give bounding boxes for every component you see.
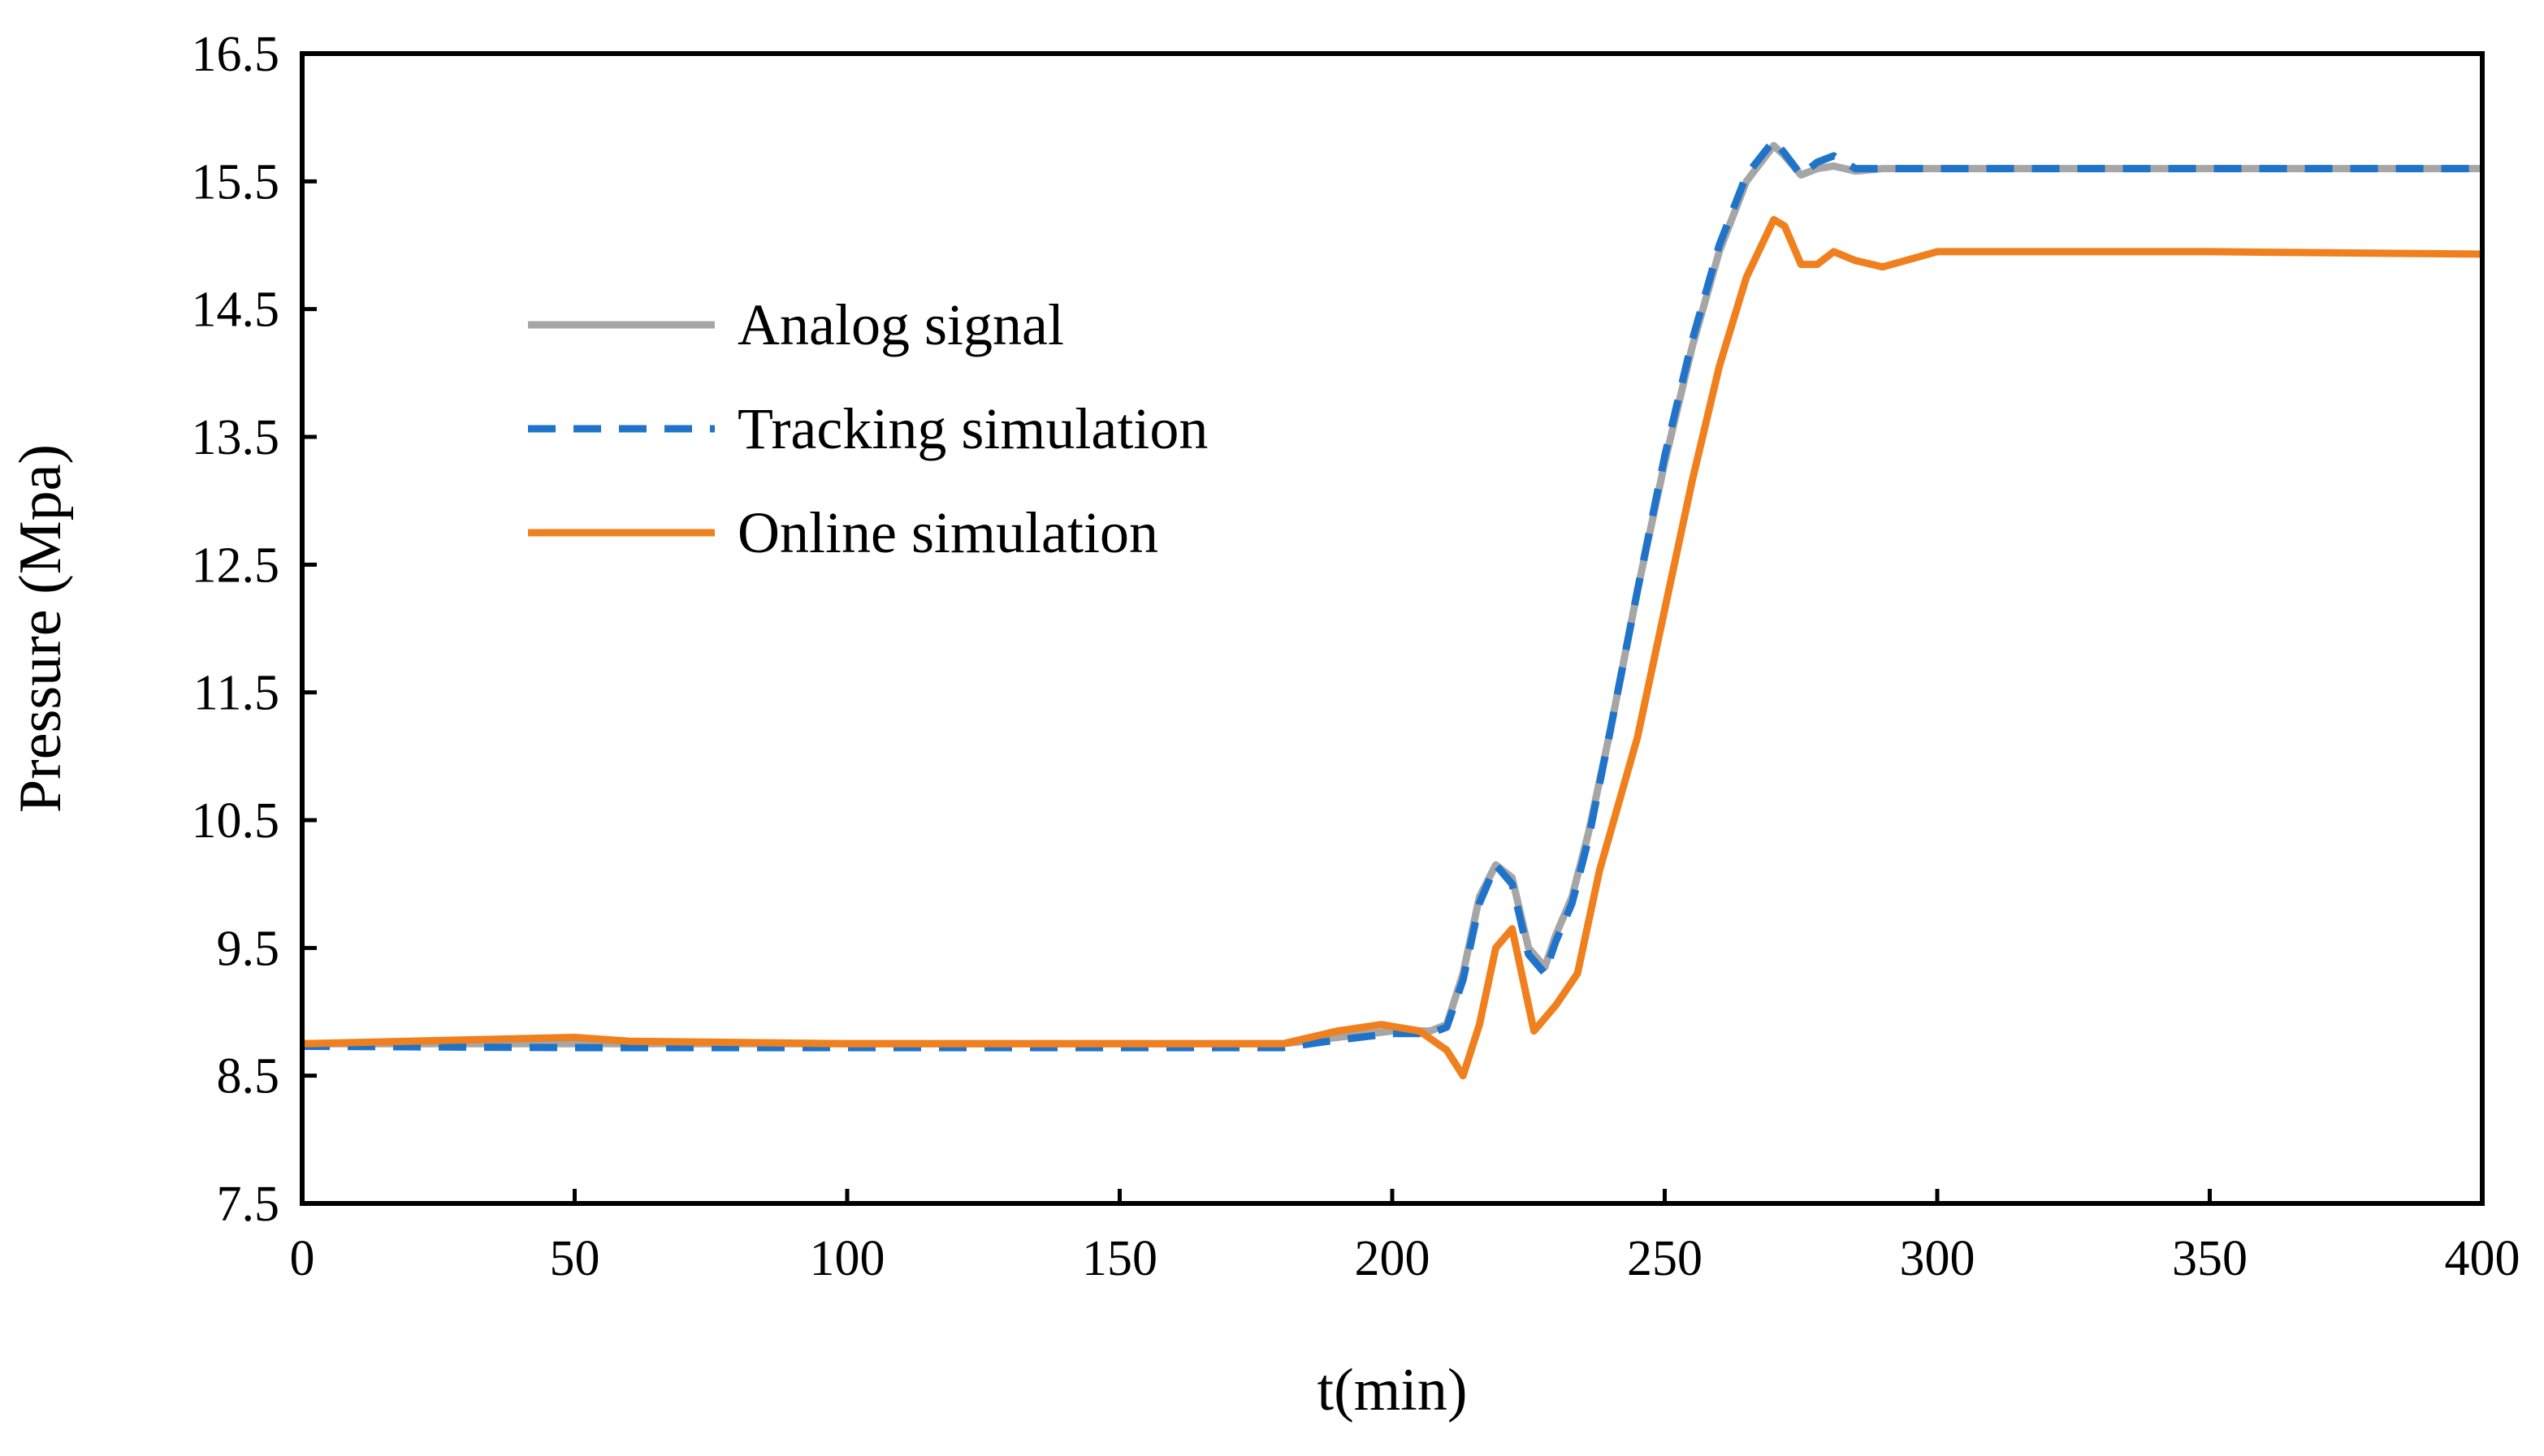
x-tick-label: 300 — [1900, 1231, 1975, 1286]
x-axis-title: t(min) — [1317, 1357, 1468, 1424]
x-tick-label: 150 — [1082, 1231, 1157, 1286]
y-tick-label: 15.5 — [192, 154, 280, 210]
y-tick-label: 10.5 — [192, 793, 280, 849]
y-tick-label: 16.5 — [192, 27, 280, 82]
y-tick-label: 8.5 — [217, 1049, 280, 1104]
series-line-online-simulation — [301, 216, 2483, 1080]
legend-label: Online simulation — [738, 500, 1158, 565]
y-tick-label: 14.5 — [192, 283, 280, 338]
x-tick-label: 50 — [550, 1231, 600, 1286]
x-tick-label: 400 — [2445, 1231, 2520, 1286]
y-tick-label: 9.5 — [217, 921, 280, 976]
x-tick-label: 0 — [290, 1231, 315, 1286]
y-tick-label: 12.5 — [192, 538, 280, 593]
x-tick-label: 100 — [810, 1231, 885, 1286]
series-line-tracking-simulation — [301, 136, 2482, 1052]
y-tick-label: 11.5 — [193, 666, 279, 721]
ticks-layer: 0 50 100 150 200 250 300 350 400 7.5 8.5 9.5 10.5 11.… — [192, 27, 2520, 1286]
y-tick-label: 13.5 — [192, 410, 280, 465]
legend: Analog signal Tracking simulation Online s… — [528, 292, 1208, 565]
x-tick-label: 200 — [1355, 1231, 1430, 1286]
y-tick-label: 7.5 — [217, 1177, 280, 1232]
x-tick-label: 350 — [2172, 1231, 2248, 1286]
series-layer — [301, 136, 2483, 1080]
x-tick-label: 250 — [1627, 1231, 1702, 1286]
legend-label: Analog signal — [738, 292, 1064, 357]
y-axis-title: Pressure (Mpa) — [7, 444, 74, 813]
legend-label: Tracking simulation — [738, 396, 1208, 461]
